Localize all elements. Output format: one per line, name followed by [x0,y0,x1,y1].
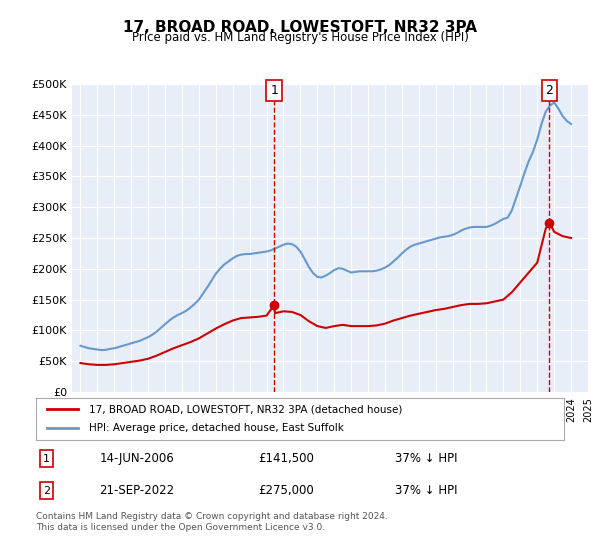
Text: Price paid vs. HM Land Registry's House Price Index (HPI): Price paid vs. HM Land Registry's House … [131,31,469,44]
Text: 2: 2 [545,84,553,97]
Text: 1: 1 [43,454,50,464]
Text: 37% ↓ HPI: 37% ↓ HPI [395,452,458,465]
Text: Contains HM Land Registry data © Crown copyright and database right 2024.
This d: Contains HM Land Registry data © Crown c… [36,512,388,532]
Text: 37% ↓ HPI: 37% ↓ HPI [395,484,458,497]
Text: 1: 1 [270,84,278,97]
Text: £275,000: £275,000 [258,484,314,497]
Text: 17, BROAD ROAD, LOWESTOFT, NR32 3PA (detached house): 17, BROAD ROAD, LOWESTOFT, NR32 3PA (det… [89,404,402,414]
Text: £141,500: £141,500 [258,452,314,465]
Text: 14-JUN-2006: 14-JUN-2006 [100,452,174,465]
Text: 21-SEP-2022: 21-SEP-2022 [100,484,175,497]
Text: HPI: Average price, detached house, East Suffolk: HPI: Average price, detached house, East… [89,423,344,433]
Text: 2: 2 [43,486,50,496]
Text: 17, BROAD ROAD, LOWESTOFT, NR32 3PA: 17, BROAD ROAD, LOWESTOFT, NR32 3PA [123,20,477,35]
